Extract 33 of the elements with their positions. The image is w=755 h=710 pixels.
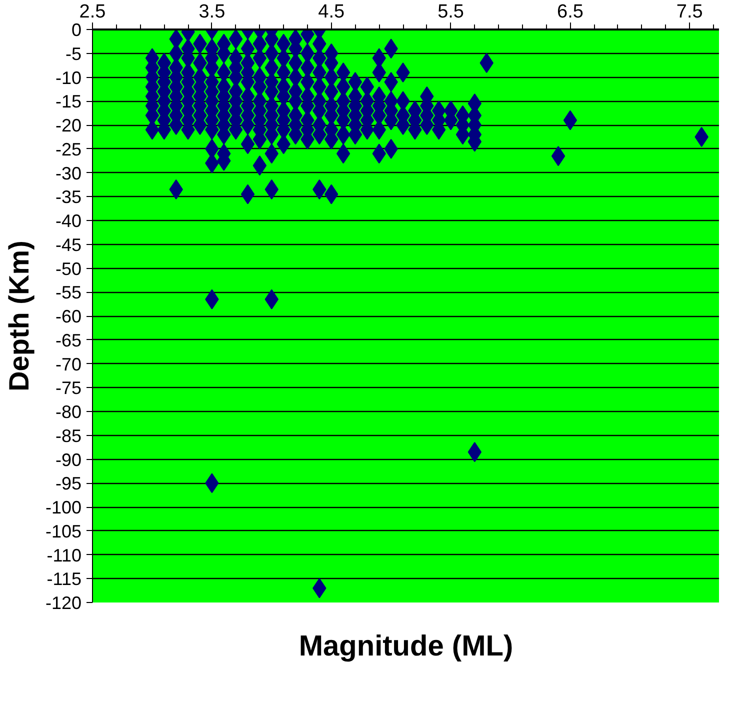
y-tick-label: -25: [55, 139, 82, 160]
x-tick-label: 4.5: [318, 2, 345, 22]
y-tick-label: -50: [55, 258, 82, 279]
y-tick-label: -10: [55, 68, 82, 88]
y-tick-label: 0: [71, 20, 82, 40]
x-tick-label: 5.5: [438, 2, 464, 22]
y-tick-label: -75: [55, 378, 82, 398]
y-tick-label: -5: [65, 44, 82, 64]
y-tick-label: -115: [46, 569, 82, 590]
x-tick-label: 3.5: [198, 2, 226, 22]
y-tick-label: -20: [55, 116, 82, 136]
y-tick-label: -70: [55, 354, 82, 374]
x-tick-label: 6.5: [557, 2, 584, 22]
y-tick-label: -40: [55, 211, 82, 231]
y-tick-label: -15: [55, 92, 82, 112]
y-tick-label: -35: [55, 187, 82, 208]
x-axis-title: Magnitude (ML): [298, 630, 514, 662]
y-tick-label: -90: [55, 450, 82, 470]
y-tick-label: -85: [55, 426, 82, 446]
y-tick-label: -105: [45, 521, 82, 542]
y-axis-title: Depth (Km): [3, 240, 34, 392]
y-tick-label: -30: [55, 163, 82, 184]
y-tick-label: -80: [55, 402, 82, 422]
y-tick-label: -45: [55, 234, 82, 255]
y-tick-label: -55: [55, 282, 82, 303]
y-tick-label: -95: [55, 474, 82, 494]
x-tick-label: 7.5: [676, 2, 703, 22]
y-tick-label: -110: [46, 545, 82, 566]
y-tick-label: -120: [45, 593, 82, 613]
y-tick-label: -60: [55, 306, 82, 326]
y-tick-label: -100: [45, 498, 82, 518]
y-tick-label: -65: [55, 330, 82, 350]
x-tick-label: 2.5: [79, 2, 106, 22]
